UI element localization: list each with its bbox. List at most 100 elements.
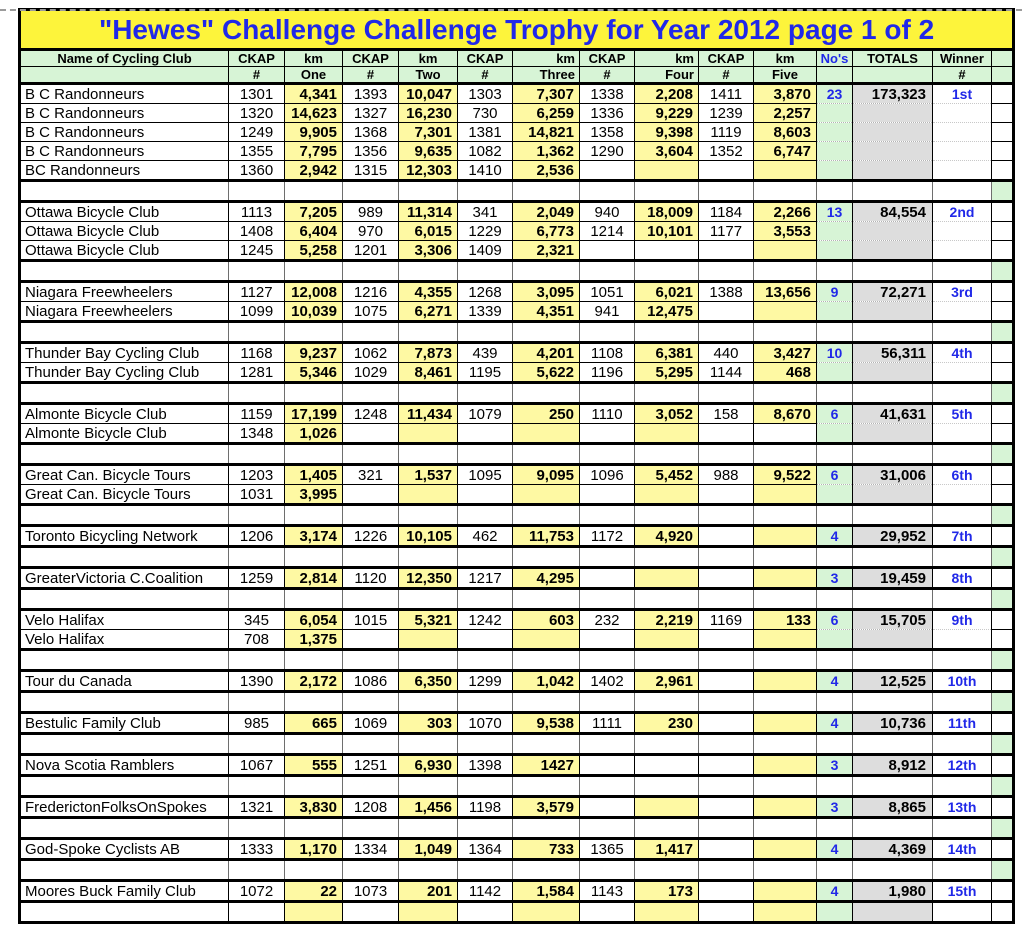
ckap-number-cell[interactable]: 1195 <box>457 362 513 384</box>
km-cell[interactable] <box>634 795 699 819</box>
club-name-cell[interactable]: Ottawa Bicycle Club <box>19 221 229 241</box>
total-cell[interactable]: 8,912 <box>852 753 933 777</box>
empty-cell[interactable] <box>19 504 229 526</box>
ckap-number-cell[interactable]: 1321 <box>228 795 285 819</box>
empty-cell[interactable] <box>852 775 933 797</box>
empty-cell[interactable] <box>816 180 853 202</box>
nos-cell[interactable] <box>816 423 853 445</box>
empty-cell[interactable] <box>579 321 635 343</box>
total-cell[interactable] <box>852 362 933 384</box>
empty-cell[interactable] <box>753 775 817 797</box>
km-cell[interactable] <box>398 629 458 651</box>
nos-cell[interactable]: 4 <box>816 669 853 693</box>
empty-cell[interactable] <box>342 504 399 526</box>
empty-cell[interactable] <box>852 817 933 839</box>
empty-cell[interactable] <box>284 504 343 526</box>
empty-cell[interactable] <box>398 649 458 671</box>
empty-cell[interactable] <box>753 546 817 568</box>
ckap-number-cell[interactable]: 1051 <box>579 280 635 302</box>
edge-cell[interactable] <box>990 463 1015 485</box>
km-cell[interactable]: 665 <box>284 711 343 735</box>
empty-cell[interactable] <box>852 443 933 465</box>
ckap-number-cell[interactable] <box>579 240 635 262</box>
ckap-number-cell[interactable]: 1301 <box>228 82 285 104</box>
empty-cell[interactable] <box>698 504 754 526</box>
empty-cell[interactable] <box>342 691 399 713</box>
ckap-number-cell[interactable]: 1281 <box>228 362 285 384</box>
empty-cell[interactable] <box>398 260 458 282</box>
km-cell[interactable] <box>512 629 580 651</box>
total-cell[interactable]: 1,980 <box>852 879 933 903</box>
empty-cell[interactable] <box>512 382 580 404</box>
km-cell[interactable] <box>753 484 817 506</box>
total-cell[interactable] <box>852 221 933 241</box>
empty-cell[interactable] <box>228 588 285 610</box>
ckap-number-cell[interactable]: 1168 <box>228 341 285 363</box>
ckap-number-cell[interactable]: 1159 <box>228 402 285 424</box>
empty-cell[interactable] <box>398 321 458 343</box>
km-cell[interactable]: 8,670 <box>753 402 817 424</box>
km-cell[interactable]: 11,753 <box>512 524 580 548</box>
winner-rank-cell[interactable]: 8th <box>932 566 992 590</box>
empty-cell[interactable] <box>579 180 635 202</box>
empty-cell[interactable] <box>19 733 229 755</box>
edge-cell[interactable] <box>990 711 1015 735</box>
km-cell[interactable]: 6,930 <box>398 753 458 777</box>
empty-cell[interactable] <box>228 733 285 755</box>
club-name-cell[interactable]: B C Randonneurs <box>19 141 229 161</box>
total-cell[interactable] <box>852 240 933 262</box>
empty-cell[interactable] <box>698 817 754 839</box>
empty-cell[interactable] <box>228 649 285 671</box>
empty-cell[interactable] <box>634 382 699 404</box>
header-ckap-2[interactable]: CKAP <box>342 49 399 67</box>
ckap-number-cell[interactable]: 1365 <box>579 837 635 861</box>
header-hash-3[interactable]: # <box>457 66 513 85</box>
empty-cell[interactable] <box>512 504 580 526</box>
club-name-cell[interactable]: Great Can. Bicycle Tours <box>19 484 229 506</box>
empty-cell[interactable] <box>816 817 853 839</box>
ckap-number-cell[interactable]: 1268 <box>457 280 513 302</box>
ckap-number-cell[interactable] <box>698 240 754 262</box>
ckap-number-cell[interactable] <box>698 837 754 861</box>
ckap-number-cell[interactable]: 708 <box>228 629 285 651</box>
header-period-four[interactable]: Four <box>634 66 699 85</box>
winner-rank-cell[interactable]: 10th <box>932 669 992 693</box>
ckap-number-cell[interactable]: 232 <box>579 608 635 630</box>
empty-cell[interactable] <box>284 180 343 202</box>
ckap-number-cell[interactable] <box>698 524 754 548</box>
empty-cell[interactable] <box>634 691 699 713</box>
ckap-number-cell[interactable]: 1364 <box>457 837 513 861</box>
header-ckap-5[interactable]: CKAP <box>698 49 754 67</box>
ckap-number-cell[interactable] <box>698 484 754 506</box>
km-cell[interactable]: 12,350 <box>398 566 458 590</box>
nos-cell[interactable] <box>816 362 853 384</box>
km-cell[interactable]: 250 <box>512 402 580 424</box>
km-cell[interactable]: 5,295 <box>634 362 699 384</box>
ckap-number-cell[interactable] <box>698 711 754 735</box>
empty-cell[interactable] <box>284 321 343 343</box>
ckap-number-cell[interactable]: 1390 <box>228 669 285 693</box>
km-cell[interactable]: 3,553 <box>753 221 817 241</box>
ckap-number-cell[interactable]: 341 <box>457 200 513 222</box>
km-cell[interactable]: 230 <box>634 711 699 735</box>
km-cell[interactable]: 6,054 <box>284 608 343 630</box>
empty-cell[interactable] <box>19 260 229 282</box>
km-cell[interactable]: 12,303 <box>398 160 458 182</box>
km-cell[interactable]: 3,052 <box>634 402 699 424</box>
empty-cell[interactable] <box>342 859 399 881</box>
edge-cell[interactable] <box>990 524 1015 548</box>
empty-cell[interactable] <box>19 691 229 713</box>
winner-rank-cell[interactable]: 11th <box>932 711 992 735</box>
total-cell[interactable]: 4,369 <box>852 837 933 861</box>
club-name-cell[interactable]: Thunder Bay Cycling Club <box>19 362 229 384</box>
club-name-cell[interactable]: Thunder Bay Cycling Club <box>19 341 229 363</box>
empty-cell[interactable] <box>342 546 399 568</box>
nos-cell[interactable] <box>816 629 853 651</box>
km-cell[interactable]: 16,230 <box>398 103 458 123</box>
nos-cell[interactable] <box>816 240 853 262</box>
km-cell[interactable]: 9,538 <box>512 711 580 735</box>
winner-rank-cell[interactable]: 1st <box>932 82 992 104</box>
empty-cell[interactable] <box>342 775 399 797</box>
winner-rank-cell[interactable]: 3rd <box>932 280 992 302</box>
empty-cell[interactable] <box>698 733 754 755</box>
